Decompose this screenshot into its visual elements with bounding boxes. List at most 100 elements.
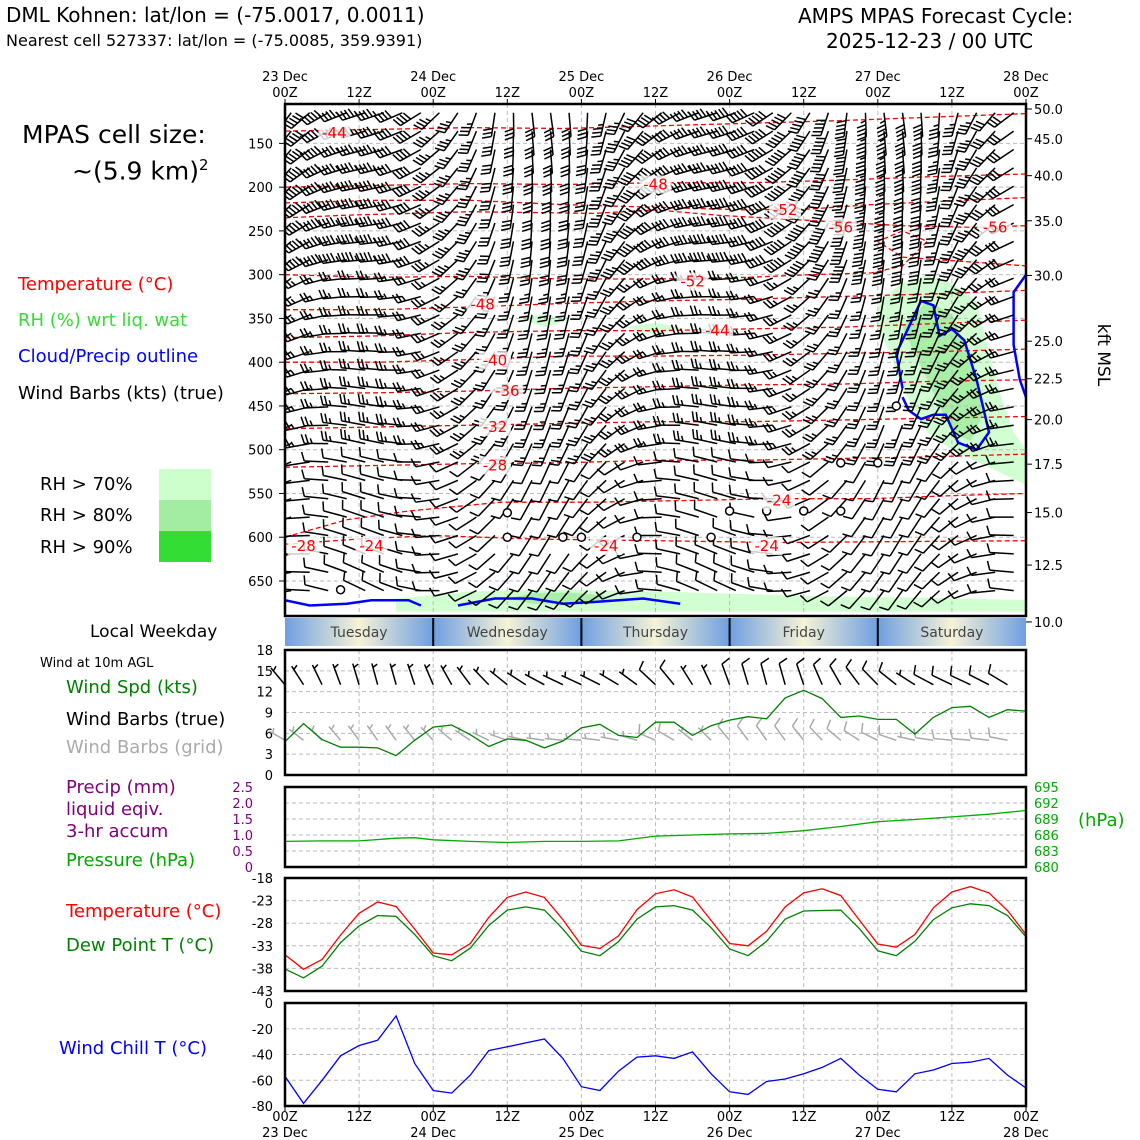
barb-flag — [633, 209, 642, 218]
barb-half-flag — [401, 278, 407, 284]
barb-half-flag — [960, 305, 966, 309]
barb-flag — [895, 146, 905, 152]
barb-shaft — [285, 149, 292, 159]
barb-shaft — [285, 497, 310, 502]
barb-flag — [437, 265, 447, 272]
wind-barb — [674, 518, 699, 537]
barb-flag — [740, 162, 748, 172]
barb-flag — [881, 517, 892, 521]
barb-half-flag — [941, 452, 948, 456]
barb-flag — [729, 520, 732, 530]
barb-flag — [847, 423, 858, 426]
barb-half-flag — [624, 319, 631, 325]
barb-flag — [455, 223, 466, 227]
barb-flag — [410, 282, 419, 291]
wind-barb — [518, 296, 533, 323]
barb-flag — [274, 191, 283, 195]
wind-barb — [528, 553, 552, 575]
wind-barb — [434, 149, 459, 170]
barb-flag — [938, 310, 948, 315]
barb-flag — [600, 274, 610, 280]
barb-half-flag — [792, 339, 798, 344]
barb-flag — [836, 156, 846, 160]
barb-flag — [651, 327, 658, 338]
barb-flag — [655, 557, 658, 567]
barb-flag — [706, 200, 713, 210]
barb-flag — [418, 225, 427, 233]
barb-flag — [395, 152, 404, 160]
barb-flag — [636, 384, 643, 394]
wind-barb — [519, 259, 533, 287]
barb-flag — [354, 147, 362, 157]
wind-barb — [652, 398, 681, 409]
wind-barb — [653, 468, 681, 482]
barb-flag — [632, 280, 641, 289]
barb-flag — [453, 397, 463, 404]
wind-barb — [575, 149, 589, 177]
wind-barb — [652, 380, 681, 391]
barb-flag — [460, 162, 471, 165]
barb-flag — [268, 250, 276, 255]
barb-flag — [794, 120, 804, 124]
barb-flag — [883, 464, 894, 467]
barb-half-flag — [679, 292, 684, 299]
barb-shaft — [953, 589, 977, 600]
barb-flag — [529, 535, 539, 539]
barb-flag — [361, 412, 365, 422]
barb-flag — [693, 323, 698, 333]
barb-flag — [726, 361, 732, 371]
barb-shaft — [854, 406, 867, 429]
barb-flag — [285, 302, 289, 307]
wind-barb — [429, 406, 459, 420]
barb-flag — [689, 323, 694, 333]
wind-barb — [787, 130, 811, 152]
barb-flag — [952, 255, 962, 261]
barb-flag — [825, 455, 836, 461]
barb-half-flag — [941, 434, 948, 438]
wind-barb — [604, 130, 626, 154]
barb-flag — [744, 453, 750, 463]
barb-flag — [605, 250, 616, 255]
wind-barb — [584, 296, 607, 319]
barb-shaft — [457, 461, 477, 478]
barb-shaft — [587, 498, 607, 516]
barb-half-flag — [753, 350, 758, 356]
barb-flag — [606, 196, 617, 201]
wind-barb — [916, 443, 941, 465]
wind-barb — [706, 143, 736, 157]
wind-barb — [574, 167, 589, 195]
barb-flag — [363, 234, 369, 244]
barb-flag — [411, 581, 417, 591]
wind-barb — [692, 446, 718, 463]
barb-flag — [876, 142, 886, 148]
barb-shaft — [360, 508, 385, 518]
barb-shaft — [622, 295, 644, 311]
barb-flag — [321, 236, 328, 246]
wind-barb — [458, 112, 478, 137]
barb-flag — [912, 146, 922, 152]
barb-half-flag — [753, 439, 758, 445]
barb-flag — [574, 237, 585, 241]
barb-flag — [911, 187, 921, 192]
barb-shaft — [807, 571, 829, 585]
barb-flag — [677, 110, 685, 119]
barb-flag — [363, 252, 369, 262]
barb-shaft — [342, 508, 366, 518]
wind-barb — [376, 484, 403, 500]
barb-flag — [711, 270, 717, 280]
wind-barb — [432, 204, 459, 224]
barb-flag — [477, 277, 488, 280]
wind-barb — [883, 461, 904, 485]
barb-half-flag — [753, 278, 759, 284]
barb-flag — [864, 464, 875, 467]
barb-flag — [957, 146, 968, 150]
barb-flag — [796, 116, 806, 121]
barb-flag — [540, 246, 550, 251]
barb-flag — [317, 201, 325, 211]
wind-barb — [953, 185, 978, 207]
barb-flag — [930, 578, 939, 587]
barb-flag — [414, 404, 421, 413]
wind-barb — [301, 486, 329, 500]
barb-flag — [373, 308, 380, 318]
barb-half-flag — [831, 454, 838, 458]
